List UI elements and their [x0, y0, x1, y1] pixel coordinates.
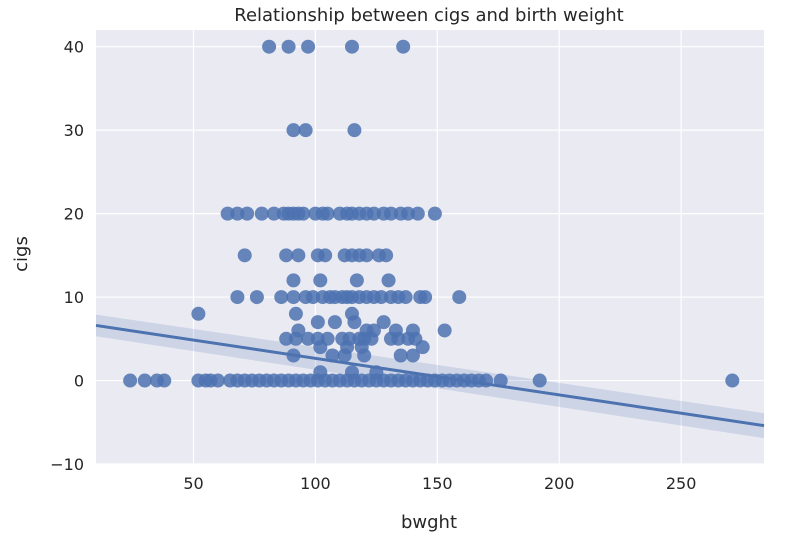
- data-point: [427, 206, 442, 221]
- data-point: [301, 39, 316, 54]
- x-tick-label: 200: [544, 474, 575, 493]
- data-point: [230, 206, 245, 221]
- data-point: [452, 290, 467, 305]
- data-point: [137, 373, 152, 388]
- data-point: [281, 39, 296, 54]
- regression-line: [95, 323, 765, 428]
- data-point: [383, 206, 398, 221]
- data-point: [254, 206, 269, 221]
- data-point: [286, 123, 301, 138]
- data-point: [357, 348, 372, 363]
- y-tick-label: 20: [64, 205, 84, 224]
- data-point: [347, 123, 362, 138]
- data-point: [379, 248, 394, 263]
- data-point: [401, 206, 416, 221]
- data-point: [286, 290, 301, 305]
- data-point: [410, 206, 425, 221]
- data-point: [398, 290, 413, 305]
- data-point: [291, 248, 306, 263]
- data-point: [359, 248, 374, 263]
- y-tick-label: 30: [64, 121, 84, 140]
- data-point: [532, 373, 547, 388]
- x-axis-label: bwght: [401, 512, 457, 533]
- data-point: [310, 315, 325, 330]
- data-point: [327, 315, 342, 330]
- data-point: [725, 373, 740, 388]
- data-point: [313, 340, 328, 355]
- data-point: [305, 290, 320, 305]
- data-point: [391, 331, 406, 346]
- data-point: [296, 206, 311, 221]
- data-point: [396, 39, 411, 54]
- data-point: [274, 290, 289, 305]
- data-point: [376, 315, 391, 330]
- x-tick-label: 100: [300, 474, 331, 493]
- data-point: [210, 373, 225, 388]
- y-tick-label: 10: [64, 288, 84, 307]
- data-point: [318, 248, 333, 263]
- y-tick-labels: −10 0 10 20 30 40: [50, 38, 84, 474]
- y-tick-label: 40: [64, 38, 84, 57]
- data-point: [301, 331, 316, 346]
- data-point: [337, 348, 352, 363]
- data-point: [344, 39, 359, 54]
- data-point: [220, 206, 235, 221]
- data-point: [366, 206, 381, 221]
- y-tick-label: −10: [50, 455, 84, 474]
- data-point: [320, 206, 335, 221]
- data-point: [347, 315, 362, 330]
- data-point: [364, 331, 379, 346]
- data-point: [262, 39, 277, 54]
- regression-line-group: [95, 323, 765, 428]
- data-point: [230, 290, 245, 305]
- data-point: [288, 331, 303, 346]
- plot-area: [96, 30, 764, 464]
- data-point: [157, 373, 172, 388]
- data-point: [418, 290, 433, 305]
- data-point: [381, 273, 396, 288]
- data-point: [266, 206, 281, 221]
- data-point: [437, 323, 452, 338]
- data-point: [279, 331, 294, 346]
- gridlines: [96, 30, 764, 465]
- data-point: [493, 373, 508, 388]
- data-point: [415, 340, 430, 355]
- data-point: [123, 373, 138, 388]
- x-tick-label: 50: [183, 474, 203, 493]
- data-point: [279, 248, 294, 263]
- data-point: [405, 348, 420, 363]
- data-point: [349, 273, 364, 288]
- y-axis-label: cigs: [11, 236, 32, 272]
- x-tick-labels: 50 100 150 200 250: [183, 474, 696, 493]
- data-point: [249, 290, 264, 305]
- data-point: [393, 348, 408, 363]
- x-tick-label: 250: [666, 474, 697, 493]
- x-tick-label: 150: [422, 474, 453, 493]
- data-point: [191, 306, 206, 321]
- chart-title: Relationship between cigs and birth weig…: [234, 5, 624, 26]
- data-point: [374, 290, 389, 305]
- data-point: [237, 248, 252, 263]
- y-tick-label: 0: [74, 372, 84, 391]
- data-point: [286, 273, 301, 288]
- data-point: [313, 273, 328, 288]
- data-point: [288, 306, 303, 321]
- data-point: [298, 123, 313, 138]
- data-point: [240, 206, 255, 221]
